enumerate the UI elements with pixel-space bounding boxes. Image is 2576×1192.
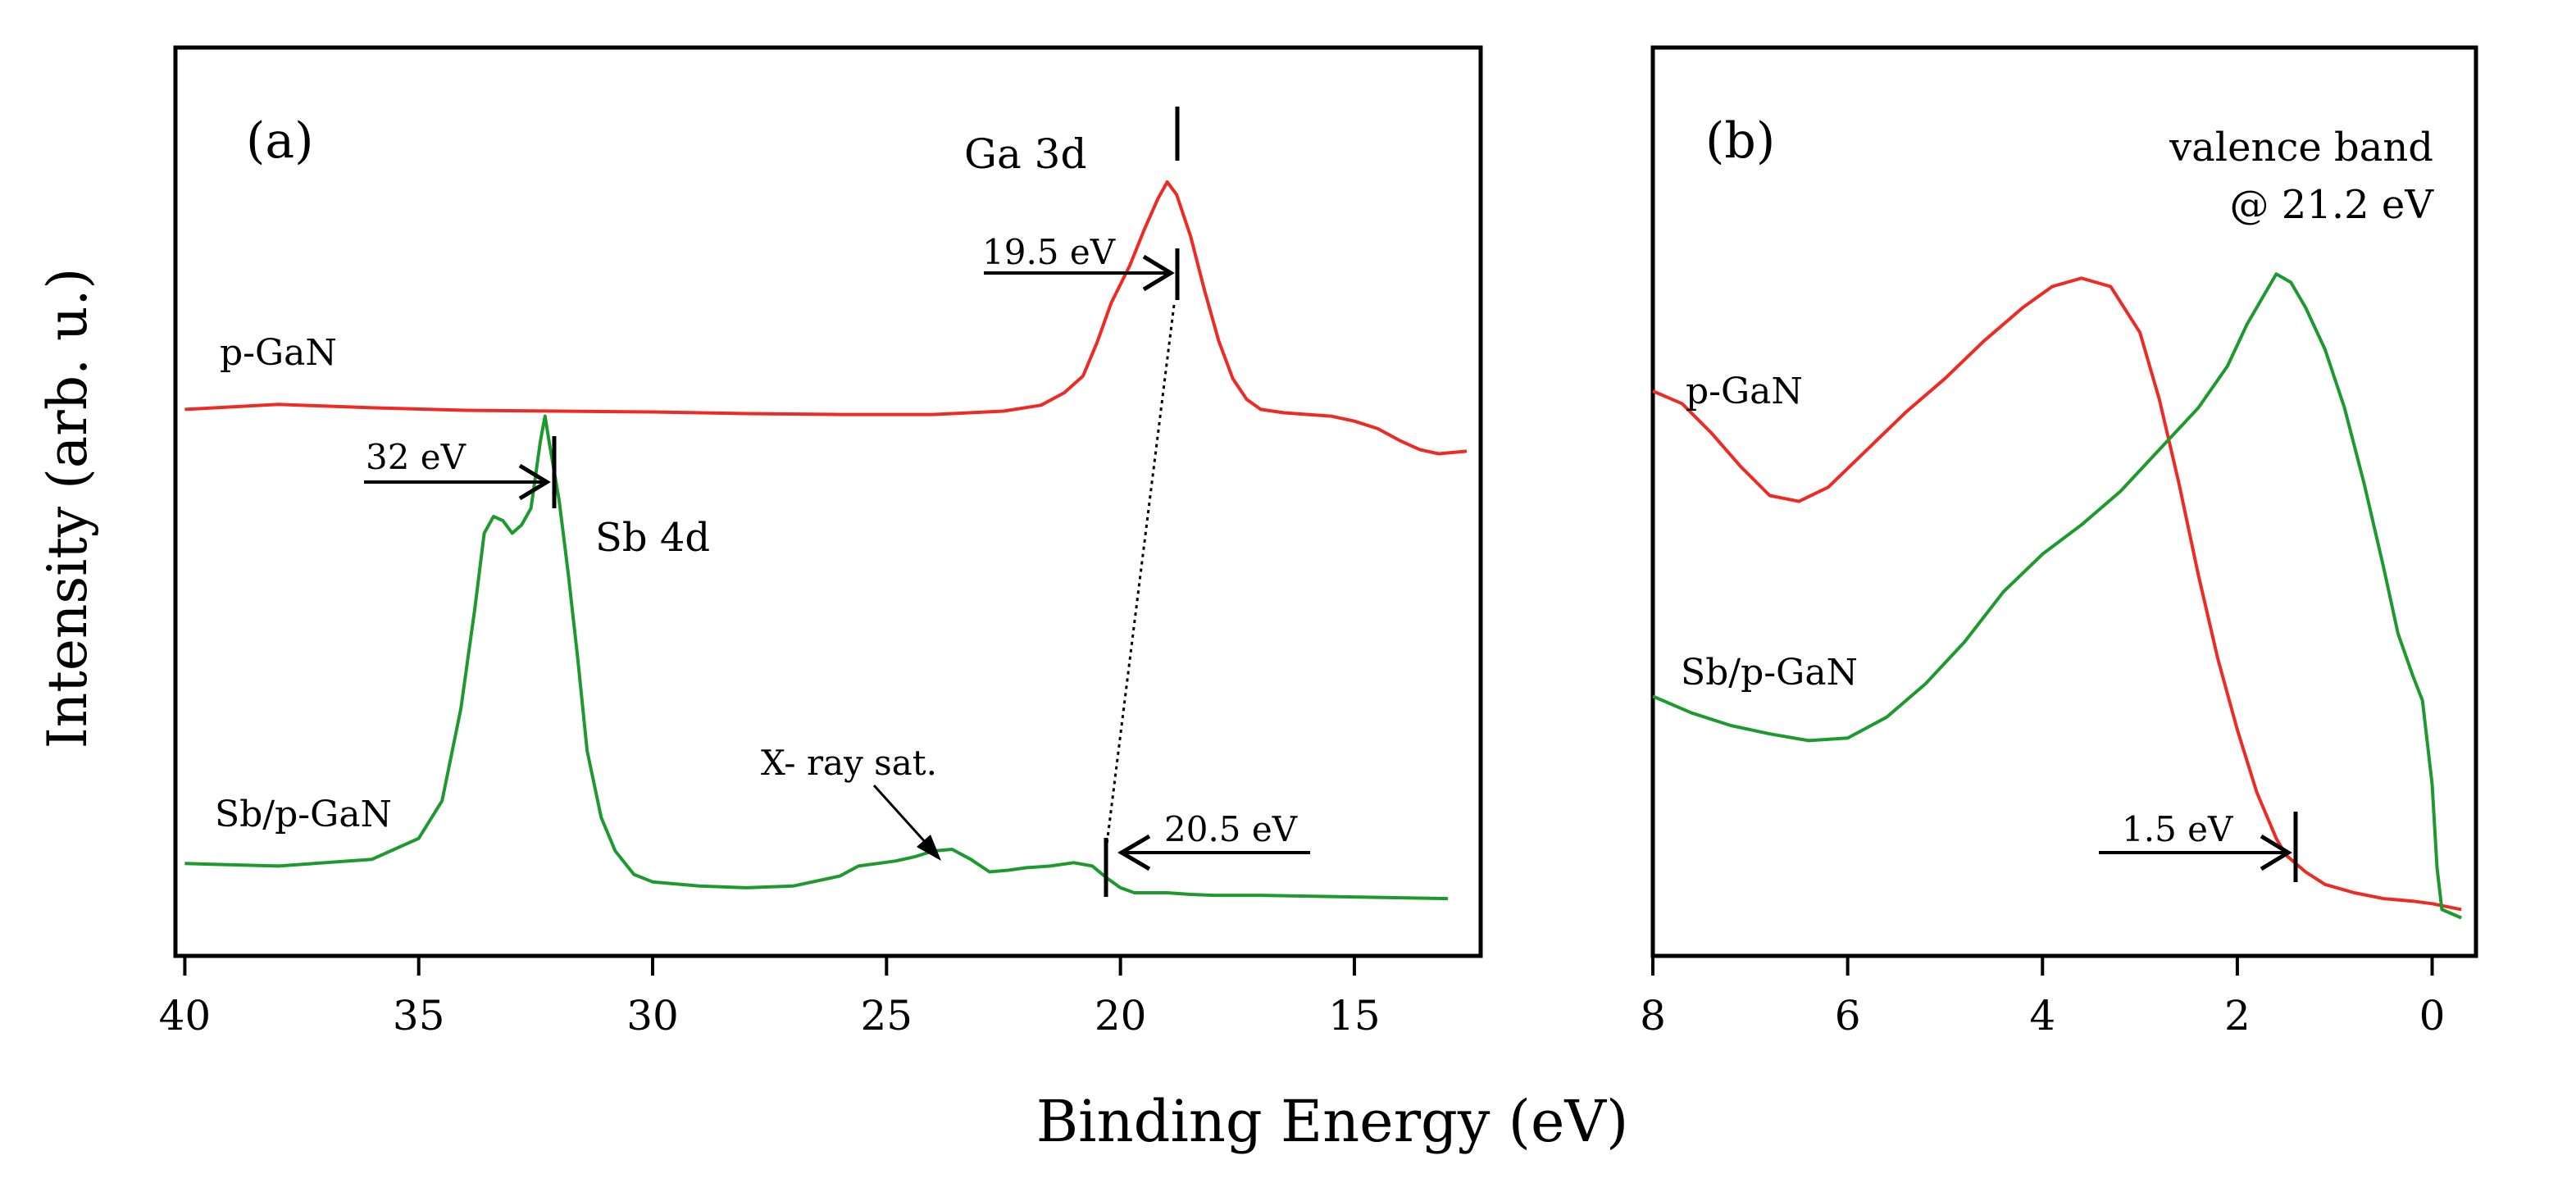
- series-label-p-gan-a: p-GaN: [220, 332, 337, 374]
- xtick-label-b-0: 8: [1640, 992, 1666, 1040]
- xtick-label-a-4: 20: [1095, 992, 1147, 1040]
- panel-a-label: (a): [246, 112, 314, 170]
- xtick-label-b-1: 6: [1835, 992, 1861, 1040]
- sb-4d-shift-arrowhead: [518, 463, 551, 501]
- xtick-label-b-4: 0: [2419, 992, 2446, 1040]
- panel-b: 8 6 4 2 0 (b) valence band @ 21.2 eV p-GaN S…: [1640, 45, 2478, 1040]
- series-line-b-p-gan: [1652, 276, 2462, 912]
- vbm-shift-arrowhead: [2260, 834, 2292, 871]
- y-axis-label: Intensity (arb. u.): [36, 268, 99, 749]
- photon-energy-label: @ 21.2 eV: [2230, 182, 2435, 228]
- peak-shift-dotted-line: [1104, 304, 1176, 852]
- series-label-p-gan-b: p-GaN: [1686, 371, 1803, 412]
- panel-a-frame: [173, 45, 1483, 958]
- ga-3d-shift-arrowhead: [1142, 254, 1175, 292]
- panel-a-xticks: 40 35 30 25 20 15: [159, 956, 1381, 1040]
- xray-sat-arrowhead: [917, 835, 941, 861]
- series-line-a-sb-p-gan: [184, 414, 1449, 901]
- xtick-label-a-0: 40: [159, 992, 212, 1040]
- series-label-sb-p-gan-a: Sb/p-GaN: [215, 794, 392, 835]
- panel-b-frame: [1650, 45, 2478, 958]
- panel-a: 40 35 30 25 20 15 (a) p-GaN Sb/p-GaN Ga 3d 19…: [159, 45, 1483, 1040]
- xtick-label-b-2: 4: [2029, 992, 2055, 1040]
- series-label-sb-p-gan-b: Sb/p-GaN: [1681, 652, 1858, 694]
- valence-band-title: valence band: [2169, 125, 2433, 171]
- xtick-label-b-3: 2: [2224, 992, 2251, 1040]
- ga-3d-label: Ga 3d: [964, 130, 1086, 178]
- sb-ga-3d-arrowhead: [1117, 834, 1151, 871]
- xray-sat-label: X- ray sat.: [761, 743, 937, 783]
- vbm-shift-label: 1.5 eV: [2122, 809, 2233, 849]
- series-line-a-p-gan: [184, 180, 1468, 456]
- panel-a-curves: [184, 180, 1468, 901]
- sb-4d-shift-label: 32 eV: [366, 437, 467, 477]
- sb-ga-3d-shift-label: 20.5 eV: [1164, 809, 1298, 849]
- panel-b-xticks: 8 6 4 2 0: [1640, 956, 2445, 1040]
- xtick-label-a-5: 15: [1328, 992, 1381, 1040]
- xtick-label-a-3: 25: [861, 992, 913, 1040]
- ga-3d-shift-label: 19.5 eV: [982, 232, 1116, 272]
- x-axis-label: Binding Energy (eV): [1036, 1088, 1629, 1155]
- sb-4d-label: Sb 4d: [595, 515, 710, 561]
- xtick-label-a-2: 30: [626, 992, 679, 1040]
- panel-b-curves: [1652, 272, 2462, 920]
- series-line-b-sb-p-gan: [1652, 272, 2462, 920]
- xtick-label-a-1: 35: [393, 992, 445, 1040]
- panel-b-label: (b): [1705, 112, 1775, 170]
